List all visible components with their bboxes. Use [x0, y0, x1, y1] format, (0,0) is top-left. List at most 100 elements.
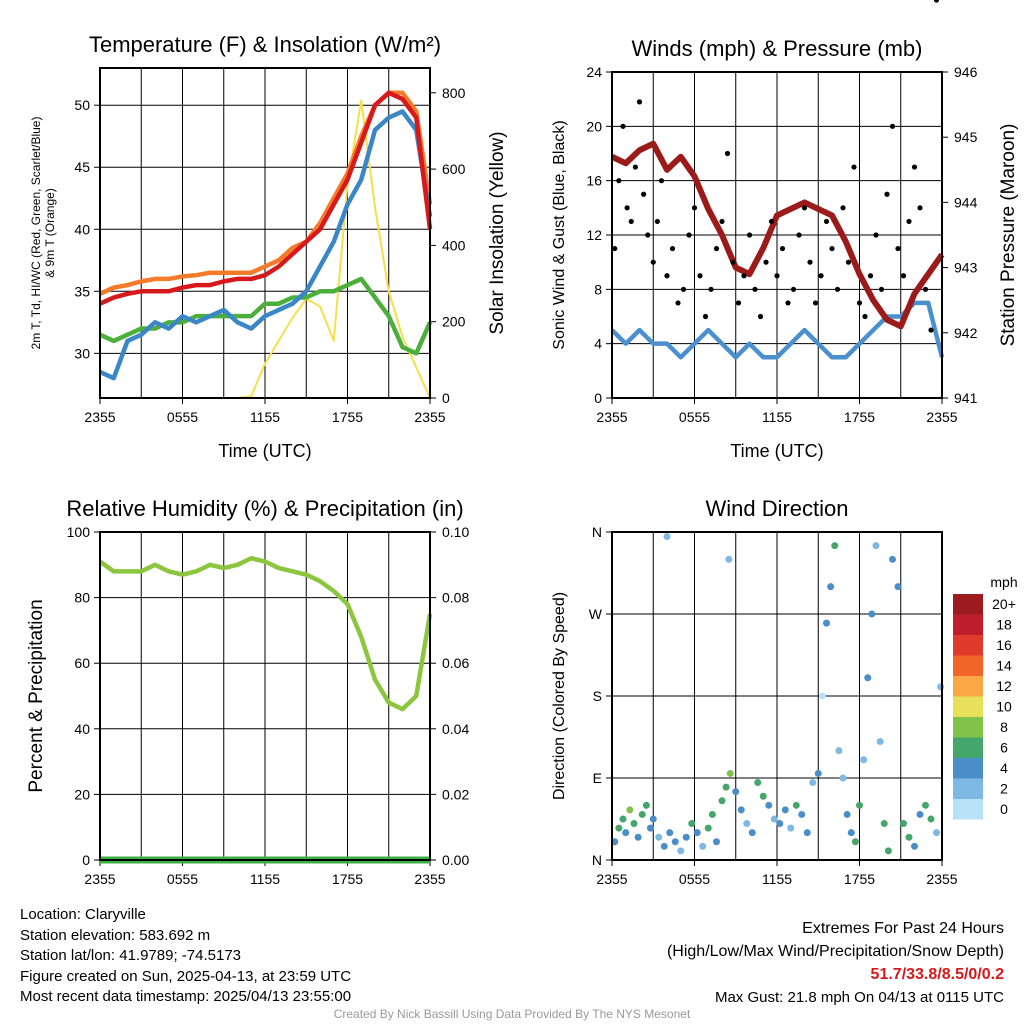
- x-tick-label: 1755: [332, 409, 363, 425]
- plot-frame: [611, 71, 943, 399]
- direction-point: [835, 747, 843, 755]
- gust-point: [796, 232, 802, 238]
- gust-point: [669, 245, 676, 252]
- direction-point: [713, 838, 720, 846]
- gust-point: [807, 259, 813, 265]
- direction-point: [759, 792, 767, 800]
- colorbar-swatch: [953, 614, 983, 635]
- chart-wind: 0 4 8 12 16 20 24 941 942 943 944 945 946 2355 0555 115…: [551, 0, 1019, 461]
- y2-tick-label: 0.02: [442, 786, 469, 802]
- colorbar-swatch: [953, 737, 983, 758]
- y-tick-label: 40: [74, 221, 90, 237]
- x-tick-label: 1155: [762, 871, 792, 887]
- colorbar-swatch: [953, 676, 983, 697]
- y2-tick-label: 942: [954, 325, 978, 341]
- extremes-values: 51.7/33.8/8.5/0/0.2: [870, 966, 1004, 983]
- direction-point: [732, 788, 740, 796]
- gust-point: [757, 313, 764, 320]
- y-tick-label: N: [592, 524, 602, 540]
- gust-point: [928, 327, 934, 333]
- colorbar-label: 0: [1000, 801, 1008, 817]
- y2-tick-label: 944: [954, 194, 978, 210]
- gust-point: [801, 205, 808, 211]
- y2-tick-label: 0.00: [442, 852, 469, 868]
- gust-point: [612, 245, 618, 252]
- y-tick-label: 16: [586, 173, 602, 189]
- y-axis-label: Direction (Colored By Speed): [551, 592, 568, 800]
- direction-point: [905, 833, 913, 841]
- direction-point: [725, 555, 733, 563]
- gust-point: [768, 218, 775, 225]
- direction-point: [682, 833, 690, 841]
- x-tick-label: 0555: [167, 409, 198, 425]
- chart-temp: 30 35 40 45 50 0 200 400 600 800 2355 0555 1155 1755 2…: [29, 32, 508, 461]
- direction-point: [927, 815, 935, 823]
- direction-point: [615, 824, 623, 832]
- gust-point: [911, 164, 918, 170]
- y-axis-label: Sonic Wind & Gust (Blue, Black): [551, 120, 568, 349]
- direction-point: [872, 542, 880, 550]
- gust-point: [779, 245, 786, 252]
- colorbar-title: mph: [990, 574, 1017, 590]
- x-axis-label: Time (UTC): [730, 441, 823, 461]
- direction-point: [847, 829, 855, 837]
- direction-point: [894, 583, 902, 591]
- x-tick-label: 2355: [414, 871, 445, 887]
- x-tick-label: 0555: [167, 871, 198, 887]
- y-tick-label: 45: [74, 159, 90, 175]
- y-tick-label: 4: [594, 336, 602, 352]
- gust-point: [691, 205, 698, 211]
- direction-point: [860, 756, 868, 764]
- direction-point: [649, 815, 657, 823]
- gust-point: [900, 273, 907, 279]
- direction-point: [622, 829, 630, 837]
- direction-point: [655, 833, 663, 841]
- gust-point: [680, 286, 687, 292]
- direction-point: [880, 820, 888, 828]
- direction-point: [814, 769, 822, 777]
- credit-text: Created By Nick Bassill Using Data Provi…: [333, 1007, 691, 1021]
- gust-point: [785, 300, 791, 306]
- direction-point: [619, 815, 627, 823]
- direction-point: [803, 829, 811, 837]
- latlon-text: Station lat/lon: 41.9789; -74.5173: [20, 947, 242, 964]
- direction-point: [922, 801, 929, 809]
- direction-point: [916, 810, 924, 818]
- gust-point: [620, 123, 626, 129]
- chart-title: Temperature (F) & Insolation (W/m²): [89, 32, 441, 57]
- y-tick-label: 30: [74, 345, 90, 361]
- gust-point: [840, 205, 846, 211]
- chart-title: Winds (mph) & Pressure (mb): [632, 36, 923, 61]
- y2-tick-label: 946: [954, 64, 978, 80]
- y-tick-label: 100: [67, 524, 91, 540]
- gust-point: [763, 259, 769, 265]
- colorbar-swatch: [953, 696, 983, 717]
- direction-point: [626, 806, 634, 814]
- direction-point: [765, 801, 773, 809]
- gust-point: [654, 218, 660, 225]
- created-text: Figure created on Sun, 2025-04-13, at 23…: [20, 967, 352, 985]
- x-tick-label: 2355: [414, 409, 445, 425]
- y2-tick-label: 200: [442, 314, 466, 330]
- gust-point: [851, 164, 857, 170]
- direction-point: [787, 824, 795, 832]
- gust-point: [708, 286, 714, 292]
- y2-tick-label: 0.10: [442, 524, 469, 540]
- recent-text: Most recent data timestamp: 2025/04/13 2…: [20, 988, 352, 1005]
- direction-point: [868, 610, 876, 618]
- gust-point: [829, 245, 835, 252]
- y2-tick-label: 943: [954, 260, 978, 276]
- gust-point: [636, 99, 643, 105]
- chart-rh: 0 20 40 60 80 100 0.00 0.02 0.04 0.06 0.08 0.10 2355…: [26, 496, 469, 887]
- plot-frame: [99, 67, 431, 399]
- gust-point: [724, 150, 731, 157]
- direction-point: [876, 738, 884, 746]
- y-axis-label-2: & 9m T (Orange): [43, 188, 57, 278]
- extremes-title: Extremes For Past 24 Hours: [802, 920, 1004, 937]
- y2-axis-label: Solar Insolation (Yellow): [487, 131, 508, 334]
- colorbar-swatch: [953, 635, 983, 656]
- colorbar-label: 16: [996, 637, 1012, 653]
- gust-point: [818, 273, 824, 279]
- colorbar-label: 2: [1000, 781, 1008, 797]
